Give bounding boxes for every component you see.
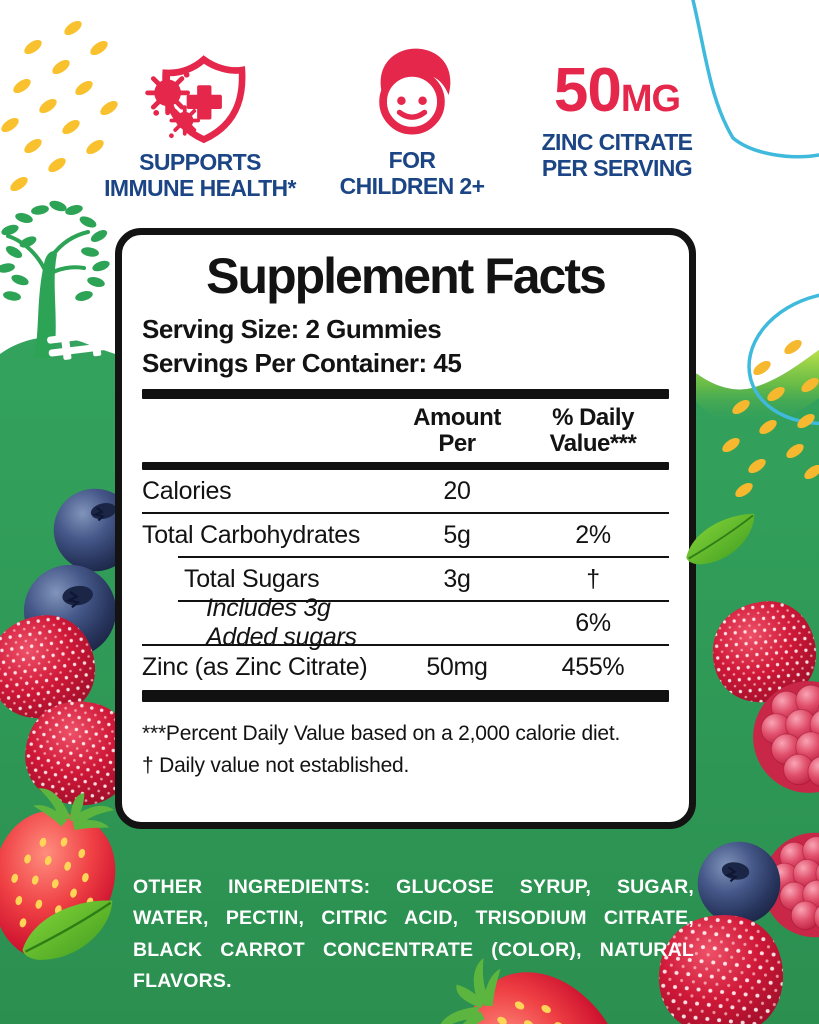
row-amount: 20 — [443, 476, 471, 505]
row-name: Zinc (as Zinc Citrate) — [142, 652, 368, 681]
badge-immune-health: SUPPORTS IMMUNE HEALTH* — [86, 50, 314, 202]
footnote-dagger: † Daily value not established. — [142, 753, 410, 777]
sugared-gummy-image — [0, 615, 96, 719]
row-amount: 5g — [443, 520, 471, 549]
badge-label-line1: SUPPORTS — [139, 149, 261, 175]
row-amount: 50mg — [426, 652, 488, 681]
raspberry-image — [762, 832, 819, 938]
tree-silhouette — [0, 200, 110, 358]
column-headers: Amount Per % Daily Value*** — [142, 403, 669, 459]
badge-label-line2: PER SERVING — [541, 154, 693, 181]
dose-unit: MG — [620, 78, 681, 120]
badge-label-line2: CHILDREN 2+ — [339, 172, 485, 199]
child-face-icon — [379, 48, 451, 135]
divider-thick — [142, 690, 669, 703]
table-row-carbohydrates: Total Carbohydrates 5g 2% — [142, 514, 669, 556]
confetti-dots-top-left — [1, 20, 118, 192]
cyan-swoosh — [691, 0, 819, 159]
confetti-dots-right — [722, 339, 819, 498]
row-name: Total Sugars — [184, 564, 320, 593]
divider-thin — [178, 556, 669, 559]
badge-zinc-dose: 50MG ZINC CITRATE PER SERVING — [510, 60, 724, 182]
dose-value: 50 — [553, 56, 622, 125]
lime-crest — [683, 350, 819, 426]
blueberry-image — [697, 841, 781, 925]
amount-column-header: Amount Per — [413, 403, 501, 458]
strawberry-seeds — [11, 837, 94, 949]
badge-label: SUPPORTS IMMUNE HEALTH* — [86, 149, 314, 202]
row-name: Calories — [142, 476, 232, 505]
leaf-image — [686, 513, 755, 565]
raspberry-image — [753, 681, 819, 793]
badge-label-line2: IMMUNE HEALTH* — [104, 174, 296, 201]
table-row-zinc: Zinc (as Zinc Citrate) 50mg 455% — [142, 646, 669, 688]
sugared-gummy-image — [658, 915, 783, 1024]
row-daily-value: 455% — [561, 652, 625, 681]
other-ingredients-label: OTHER INGREDIENTS: — [133, 875, 371, 898]
badge-label-line1: ZINC CITRATE — [541, 129, 693, 155]
divider-thin — [142, 644, 669, 647]
footnotes: ***Percent Daily Value based on a 2,000 … — [142, 718, 669, 781]
strawberry-calyx — [33, 788, 115, 831]
other-ingredients-text: GLUCOSE SYRUP, SUGAR, WATER, PECTIN, CIT… — [133, 875, 694, 993]
row-name: Includes 3g Added sugars — [206, 594, 357, 652]
table-row-total-sugars: Total Sugars 3g † — [142, 558, 669, 600]
row-daily-value: 6% — [575, 608, 611, 637]
serving-size: Serving Size: 2 Gummies — [142, 314, 442, 344]
servings-per-container: Servings Per Container: 45 — [142, 347, 462, 378]
row-name: Total Carbohydrates — [142, 520, 361, 549]
badge-label-line1: FOR — [388, 147, 436, 173]
panel-title: Supplement Facts — [206, 248, 607, 304]
badge-label: FOR CHILDREN 2+ — [320, 147, 504, 200]
fence — [47, 325, 111, 360]
immune-shield-icon — [145, 55, 246, 144]
leaf-image — [22, 900, 113, 960]
strawberry-image — [437, 958, 620, 1024]
dose-amount: 50MG — [510, 60, 724, 122]
cyan-loop — [747, 290, 819, 426]
row-daily-value: † — [586, 564, 600, 593]
daily-value-column-header: % Daily Value*** — [549, 403, 637, 458]
footnote-daily-value: ***Percent Daily Value based on a 2,000 … — [142, 722, 621, 746]
divider-thick — [142, 388, 669, 399]
sugared-gummy-image — [712, 601, 816, 703]
row-daily-value: 2% — [575, 520, 611, 549]
table-row-calories: Calories 20 — [142, 470, 669, 512]
badge-label: ZINC CITRATE PER SERVING — [510, 129, 724, 182]
table-row-added-sugars: Includes 3g Added sugars 6% — [142, 594, 669, 651]
badge-for-children: FOR CHILDREN 2+ — [320, 42, 504, 200]
row-amount: 3g — [443, 564, 471, 593]
other-ingredients: OTHER INGREDIENTS: GLUCOSE SYRUP, SUGAR,… — [133, 872, 694, 998]
divider-thick — [142, 462, 669, 471]
sugared-gummy-image — [25, 701, 133, 806]
supplement-facts-panel: Supplement Facts Serving Size: 2 Gummies… — [115, 228, 696, 829]
divider-thin — [178, 600, 669, 603]
divider-thin — [142, 512, 669, 515]
